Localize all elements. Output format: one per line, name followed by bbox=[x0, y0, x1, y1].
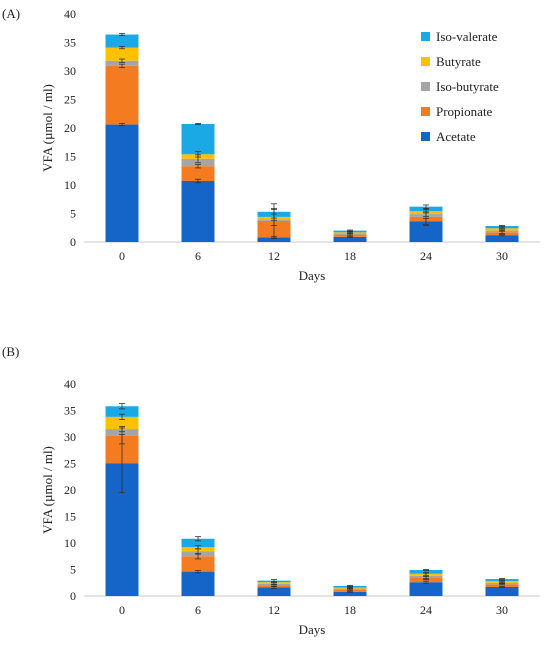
x-tick-label: 6 bbox=[195, 603, 201, 617]
y-tick-label: 35 bbox=[64, 404, 76, 418]
bar-segment-iso-valerate bbox=[485, 226, 519, 229]
bar-segment-butyrate bbox=[105, 47, 139, 61]
bar-segment-acetate bbox=[257, 587, 291, 596]
x-tick-label: 18 bbox=[344, 603, 356, 617]
bar-segment-propionate bbox=[181, 556, 215, 572]
bar-segment-acetate bbox=[333, 591, 367, 596]
bar-segment-acetate bbox=[485, 235, 519, 242]
y-tick-label: 0 bbox=[70, 589, 76, 603]
legend-label: Iso-butyrate bbox=[436, 79, 499, 94]
legend-swatch bbox=[421, 32, 430, 41]
legend-label: Acetate bbox=[436, 129, 476, 144]
legend-label: Propionate bbox=[436, 104, 493, 119]
y-tick-label: 40 bbox=[64, 7, 76, 21]
bar-segment-iso-valerate bbox=[105, 406, 139, 417]
panel-label: (B) bbox=[2, 344, 20, 359]
bar-segment-propionate bbox=[409, 577, 443, 583]
bar-segment-acetate bbox=[485, 586, 519, 596]
x-tick-label: 12 bbox=[268, 249, 280, 263]
legend-swatch bbox=[421, 132, 430, 141]
chart-panel-b: (B) 0 5 10 15 20 25 30 35 40 0 6 12 18 24 30 Days VFA (µ… bbox=[0, 340, 550, 640]
bar-segment-acetate bbox=[105, 124, 139, 242]
bar-segment-propionate bbox=[485, 584, 519, 587]
x-tick-label: 12 bbox=[268, 603, 280, 617]
y-tick-label: 20 bbox=[64, 121, 76, 135]
chart-b-svg: 0 5 10 15 20 25 30 35 40 0 6 12 18 24 30 Days VFA (µmol … bbox=[40, 377, 540, 637]
y-tick-label: 30 bbox=[64, 64, 76, 78]
bar-segment-propionate bbox=[333, 589, 367, 592]
legend-label: Butyrate bbox=[436, 54, 481, 69]
x-tick-label: 30 bbox=[496, 603, 508, 617]
y-tick-label: 10 bbox=[64, 536, 76, 550]
y-tick-label: 25 bbox=[64, 457, 76, 471]
y-tick-label: 10 bbox=[64, 178, 76, 192]
y-tick-label: 20 bbox=[64, 483, 76, 497]
bar-segment-propionate bbox=[105, 65, 139, 125]
panel-label: (A) bbox=[2, 6, 21, 21]
x-tick-label: 18 bbox=[344, 249, 356, 263]
y-tick-label: 30 bbox=[64, 430, 76, 444]
bar-segment-iso-valerate bbox=[181, 124, 215, 155]
bar-segment-acetate bbox=[257, 237, 291, 242]
bar-segment-iso-butyrate bbox=[105, 60, 139, 66]
bar-segment-acetate bbox=[409, 582, 443, 596]
x-tick-label: 24 bbox=[420, 249, 432, 263]
bar-segment-butyrate bbox=[105, 416, 139, 430]
legend-label: Iso-valerate bbox=[436, 29, 498, 44]
bar-segment-acetate bbox=[333, 236, 367, 242]
x-tick-label: 24 bbox=[420, 603, 432, 617]
x-tick-label: 6 bbox=[195, 249, 201, 263]
bar-segment-acetate bbox=[409, 221, 443, 242]
x-tick-label: 30 bbox=[496, 249, 508, 263]
legend-swatch bbox=[421, 107, 430, 116]
y-tick-label: 40 bbox=[64, 377, 76, 391]
x-axis-title: Days bbox=[299, 268, 326, 283]
y-tick-label: 5 bbox=[70, 563, 76, 577]
chart-a-svg: 0 5 10 15 20 25 30 35 40 0 6 12 18 24 30 Days VFA (µmol … bbox=[40, 7, 540, 283]
y-tick-label: 0 bbox=[70, 235, 76, 249]
bar-segment-iso-valerate bbox=[181, 538, 215, 548]
bar-segment-propionate bbox=[181, 166, 215, 182]
x-tick-label: 0 bbox=[119, 249, 125, 263]
bar-segment-acetate bbox=[181, 181, 215, 242]
legend-swatch bbox=[421, 82, 430, 91]
x-tick-label: 0 bbox=[119, 603, 125, 617]
y-tick-label: 25 bbox=[64, 93, 76, 107]
legend-swatch bbox=[421, 57, 430, 66]
y-axis-title: VFA (µmol / ml) bbox=[40, 446, 55, 534]
y-tick-label: 15 bbox=[64, 150, 76, 164]
bar-segment-iso-valerate bbox=[485, 579, 519, 582]
bar-segment-butyrate bbox=[485, 228, 519, 231]
y-tick-label: 15 bbox=[64, 510, 76, 524]
x-axis-title: Days bbox=[299, 622, 326, 637]
bar-segment-iso-valerate bbox=[105, 34, 139, 48]
y-axis-title: VFA (µmol / ml) bbox=[40, 84, 55, 172]
y-tick-label: 35 bbox=[64, 36, 76, 50]
bar-segment-acetate bbox=[181, 571, 215, 596]
y-tick-label: 5 bbox=[70, 207, 76, 221]
chart-panel-a: (A) 0 5 10 15 20 25 30 35 40 0 6 12 18 24 30 Days VFA (µ… bbox=[0, 2, 550, 302]
